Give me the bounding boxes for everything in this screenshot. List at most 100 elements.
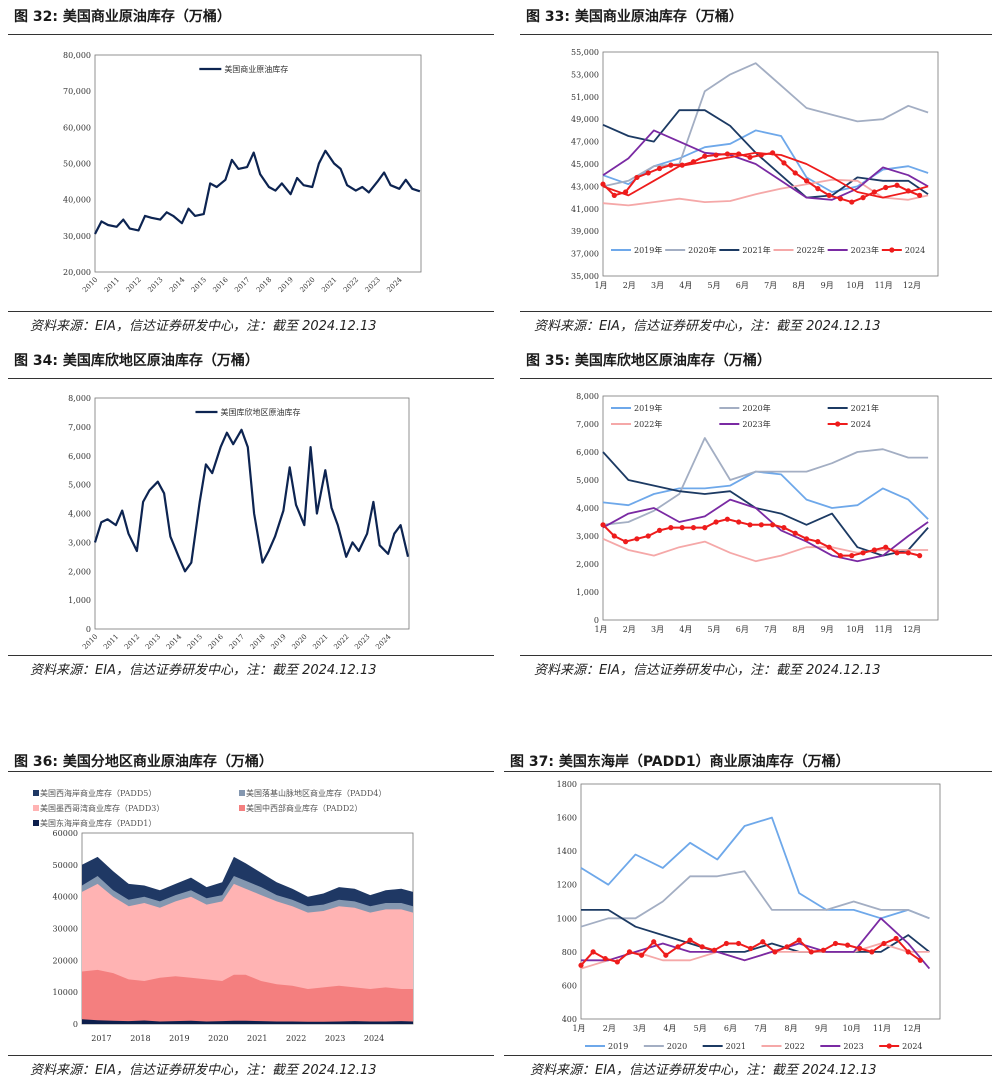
legend-label: 2021年: [742, 245, 770, 255]
y-tick-label: 600: [562, 981, 577, 990]
x-tick-label: 1月: [572, 1024, 585, 1033]
plot-frame: [580, 783, 941, 1020]
area-padd1: [82, 1019, 413, 1024]
data-point-2024: [679, 162, 685, 168]
data-point-2024: [837, 196, 844, 202]
x-tick-label: 2014: [165, 632, 184, 651]
data-point-2024: [803, 178, 810, 184]
data-point-2024: [735, 940, 742, 947]
data-point-2024: [634, 174, 640, 181]
x-tick-label: 11月: [875, 281, 893, 290]
y-tick-label: 1,000: [576, 588, 599, 597]
x-tick-label: 1月: [594, 625, 607, 634]
y-tick-label: 400: [562, 1015, 577, 1024]
x-tick-label: 2012: [125, 276, 143, 294]
legend-label: 2024: [902, 1042, 922, 1051]
y-tick-label: 50,000: [63, 160, 91, 169]
panel-title-36: 图 36: 美国分地区商业原油库存（万桶）: [14, 754, 273, 770]
y-tick-label: 0: [594, 616, 599, 625]
data-point-2024: [792, 170, 798, 176]
data-point-2024: [881, 940, 887, 947]
data-point-2024: [803, 536, 810, 542]
y-tick-label: 8,000: [576, 392, 599, 401]
legend-label: 2024: [851, 420, 871, 429]
source-rule: [520, 655, 992, 656]
data-point-2024: [723, 940, 730, 947]
x-tick-label: 2012: [123, 633, 141, 651]
data-point-2024: [844, 942, 851, 948]
chart-32-commercial-crude: 20,000 30,000 40,000 50,000 60,000 70,000 80,0…: [63, 51, 422, 294]
x-tick-label: 2024: [364, 1034, 384, 1043]
data-point-2024: [736, 151, 742, 157]
x-tick-label: 10月: [846, 281, 864, 290]
source-note-33: 资料来源：EIA，信达证券研发中心，注：截至 2024.12.13: [534, 319, 881, 334]
panel-title-34: 图 34: 美国库欣地区原油库存（万桶）: [14, 353, 259, 369]
data-point-2024: [792, 530, 798, 536]
data-point-2024: [668, 525, 674, 531]
data-point-2024: [758, 152, 764, 158]
data-point-2024: [651, 939, 657, 945]
legend-label: 美国东海岸商业库存（PADD1）: [40, 818, 156, 828]
y-tick-label: 7,000: [68, 423, 91, 432]
data-point-2024: [748, 945, 754, 952]
y-tick-label: 20000: [53, 956, 78, 965]
data-point-2024: [675, 944, 681, 950]
title-rule: [8, 771, 494, 772]
data-point-2024: [781, 160, 787, 166]
y-tick-label: 39,000: [571, 227, 599, 236]
y-tick-label: 5,000: [576, 476, 599, 485]
data-point-2024: [815, 539, 821, 545]
data-point-2024: [687, 937, 693, 943]
y-tick-label: 6,000: [576, 448, 599, 457]
data-point-2024: [578, 962, 584, 968]
data-point-2024: [645, 533, 651, 539]
chart-37-padd1-crude-seasonal: 400 600 800 1000 1200 1400 1600 1800 1月 2月 3月 4月 5月 6…: [557, 780, 941, 1051]
data-point-2024: [626, 949, 633, 955]
data-point-2024: [781, 525, 787, 531]
y-tick-label: 35,000: [571, 272, 599, 281]
chart-34-cushing-crude: 0 1,000 2,000 3,000 4,000 5,000 6,000 7,000 8,00…: [68, 394, 410, 651]
data-point-2024: [713, 152, 719, 158]
legend-label: 美国墨西哥湾商业库存（PADD3）: [40, 803, 164, 813]
data-point-2024: [758, 522, 764, 528]
x-tick-label: 8月: [785, 1024, 798, 1033]
x-tick-label: 5月: [708, 625, 721, 634]
series-line-2021年: [602, 109, 929, 199]
x-tick-label: 4月: [679, 281, 692, 290]
x-tick-label: 3月: [633, 1024, 646, 1033]
x-tick-label: 2021: [247, 1034, 267, 1043]
data-point-2024: [602, 955, 608, 962]
y-tick-label: 43,000: [571, 182, 599, 191]
data-point-2024: [893, 935, 899, 942]
x-tick-label: 2023: [353, 633, 371, 651]
series-line-2019年: [602, 129, 929, 193]
y-tick-label: 41,000: [571, 205, 599, 214]
data-point-2024: [611, 533, 617, 539]
x-tick-label: 4月: [663, 1024, 676, 1033]
x-tick-label: 2013: [146, 276, 164, 294]
chart-35-cushing-crude-seasonal: 0 1,000 2,000 3,000 4,000 5,000 6,000 7,000 8,00…: [576, 392, 939, 634]
legend-label: 2023: [843, 1042, 863, 1051]
x-tick-label: 2019: [277, 276, 295, 294]
data-point-2024: [600, 181, 606, 187]
chart-36-regional-crude-stacked: 0 10000 20000 30000 40000 50000 60000 2017 2018 2…: [33, 788, 414, 1043]
data-point-2024: [679, 525, 685, 531]
data-point-2024: [796, 937, 802, 943]
legend-marker: [886, 1043, 892, 1049]
data-point-2024: [860, 550, 866, 556]
legend-swatch: [33, 790, 39, 796]
data-point-2024: [663, 952, 669, 958]
y-tick-label: 7,000: [576, 420, 599, 429]
source-note-36: 资料来源：EIA，信达证券研发中心，注：截至 2024.12.13: [30, 1063, 377, 1078]
data-point-2024: [784, 944, 790, 950]
x-tick-label: 2010: [81, 633, 99, 651]
plot-frame: [602, 51, 939, 277]
legend-label: 2023年: [742, 419, 770, 429]
x-tick-label: 2013: [144, 633, 162, 651]
data-point-2024: [634, 536, 640, 542]
data-point-2024: [611, 192, 617, 198]
legend-label: 2021年: [851, 403, 879, 413]
series-line-2021: [581, 909, 930, 953]
series-line-2019: [580, 816, 930, 920]
y-tick-label: 4,000: [68, 510, 91, 519]
